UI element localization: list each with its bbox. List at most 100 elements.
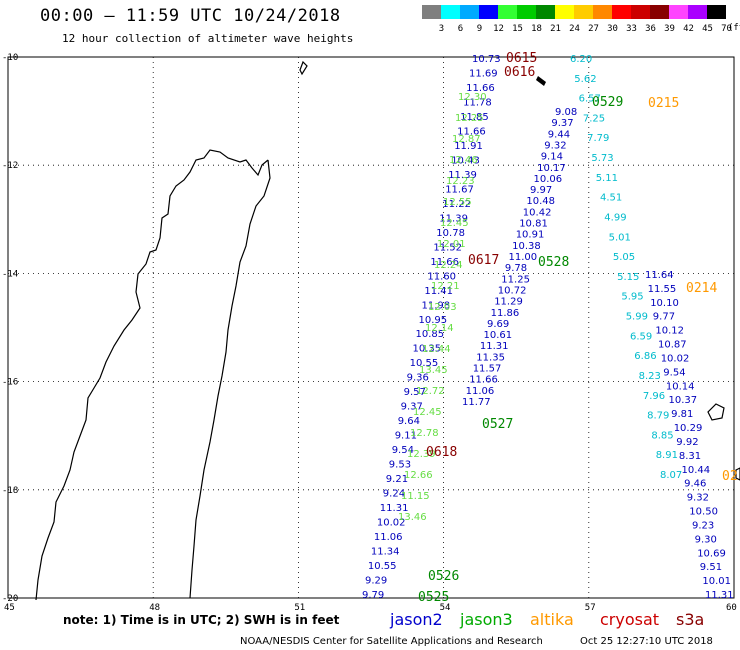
pass-time-label: 0526 [428,569,459,584]
colorbar-label: 9 [476,24,483,34]
jason2-value: 11.39 [439,213,468,224]
colorbar-swatch [479,5,498,19]
right-track-value: 10.69 [697,548,726,559]
jason3-value: 12.23 [446,176,475,187]
cyan-value: 7.79 [587,133,609,144]
jason2-value: 11.98 [422,300,451,311]
colorbar-label: 12 [493,24,504,34]
jason2-value: 10.55 [410,358,439,369]
right-track-value: 10.50 [689,507,718,518]
colorbar-swatch [593,5,612,19]
colorbar-swatch [688,5,707,19]
jason2-value: 9.64 [398,416,420,427]
cyan-value: 8.85 [651,430,673,441]
cyan-value: 5.99 [626,312,648,323]
chart-subtitle: 12 hour collection of altimeter wave hei… [62,32,354,45]
jason2-value: 9.57 [404,387,426,398]
altika-value: 9.69 [487,319,509,330]
lat-tick-label: -20 [2,594,18,604]
right-track-value: 9.54 [663,367,685,378]
colorbar-label: 3 [438,24,445,34]
jason2-value: 11.34 [371,547,400,558]
pass-time-label: 0529 [592,95,623,110]
right-track-value: 8.31 [679,451,701,462]
altika-value: 10.17 [537,163,566,174]
jason2-value: 11.78 [463,98,492,109]
cyan-value: 5.05 [613,252,635,263]
cyan-value: 6.20 [570,54,592,65]
right-track-value: 9.32 [687,493,709,504]
jason2-value: 11.60 [427,271,456,282]
pass-time-label: 0617 [468,253,499,268]
footer-note: note: 1) Time is in UTC; 2) SWH is in fe… [63,613,340,627]
right-track-value: 10.37 [669,395,698,406]
altika-value: 9.97 [530,185,552,196]
cyan-value: 5.01 [609,232,631,243]
jason2-value: 9.79 [362,590,384,601]
jason2-value: 11.66 [457,126,486,137]
right-track-value: 10.12 [655,326,684,337]
jason3-value: 12.30 [458,92,487,103]
lat-tick-label: -14 [2,269,18,279]
jason3-value: 12.44 [422,344,451,355]
right-track-value: 10.10 [650,298,679,309]
jason2-value: 11.66 [466,83,495,94]
colorbar-unit: (ft) [728,23,740,33]
mauritius-island [735,467,740,481]
cyan-value: 6.86 [634,351,656,362]
pass-time-label: 0616 [504,65,535,80]
jason2-value: 9.53 [389,460,411,471]
jason2-value: 10.43 [451,155,480,166]
jason3-value: 11.15 [401,491,430,502]
jason3-value: 12.45 [440,218,469,229]
colorbar-label: 30 [607,24,618,34]
footer-timestamp: Oct 25 12:27:10 UTC 2018 [580,636,713,647]
jason2-value: 11.67 [445,184,474,195]
pass-time-label: 0527 [482,417,513,432]
right-track-value: 10.29 [674,423,703,434]
colorbar-swatch [707,5,726,19]
jason3-value: 12.55 [443,197,472,208]
altika-value: 10.72 [498,286,527,297]
altika-value: 11.31 [480,341,509,352]
colorbar-swatch [631,5,650,19]
cyan-value: 5.15 [617,272,639,283]
altika-value: 11.06 [466,386,495,397]
altika-value: 9.32 [544,141,566,152]
pass-time-label: 0525 [418,590,449,605]
colorbar-label: 70 [721,24,732,34]
jason2-value: 11.22 [442,199,471,210]
legend-item-s3a: s3a [676,610,705,629]
colorbar-label: 39 [664,24,675,34]
colorbar-swatch [460,5,479,19]
jason2-value: 10.85 [416,329,445,340]
cyan-value: 5.95 [621,292,643,303]
colorbar-swatch [650,5,669,19]
jason2-value: 10.35 [413,344,442,355]
jason2-value: 11.69 [469,69,498,80]
right-track-value: 9.92 [676,437,698,448]
colorbar-label: 21 [550,24,561,34]
jason3-value: 12.01 [437,239,466,250]
pass-time-label: 0528 [538,255,569,270]
colorbar-label: 33 [626,24,637,34]
jason2-value: 11.39 [448,170,477,181]
altika-value: 9.14 [541,152,563,163]
altika-value: 10.38 [512,241,541,252]
altika-value: 9.37 [551,118,573,129]
jason2-value: 9.11 [395,431,417,442]
jason2-value: 11.31 [380,503,409,514]
chart-title: 00:00 — 11:59 UTC 10/24/2018 [40,6,341,26]
jason2-value: 10.55 [368,561,397,572]
jason3-value: 13.45 [419,365,448,376]
lon-tick-label: 45 [4,603,15,613]
map-border [7,56,735,599]
colorbar-label: 45 [702,24,713,34]
jason2-value: 10.78 [436,228,465,239]
right-track-value: 11.55 [648,284,677,295]
right-track-value: 9.81 [671,409,693,420]
colorbar-swatch [669,5,688,19]
jason3-value: 12.66 [404,470,433,481]
colorbar-label: 24 [569,24,580,34]
